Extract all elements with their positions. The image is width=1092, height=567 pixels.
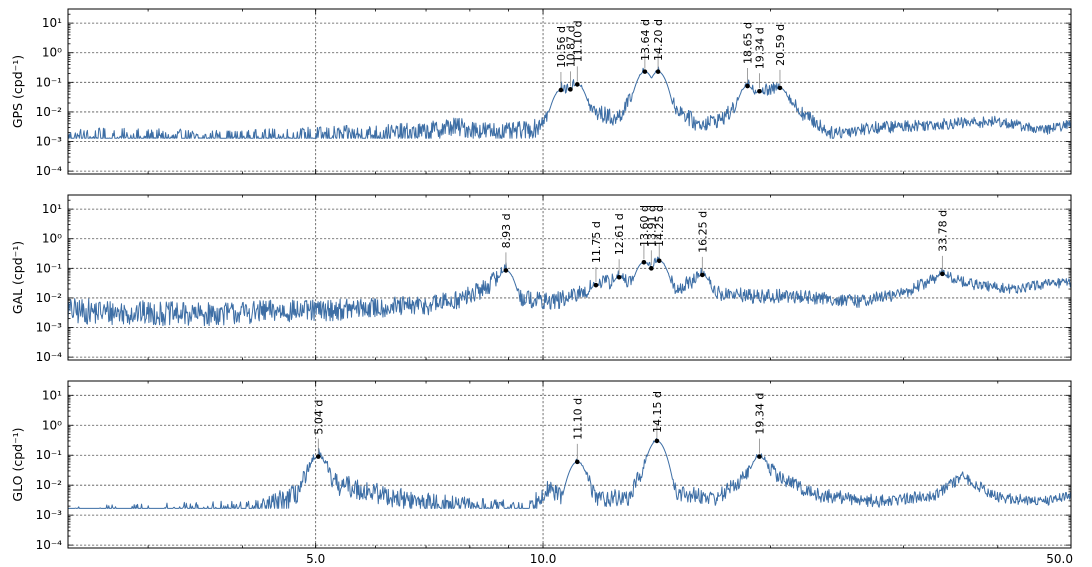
peak-marker [654,438,660,444]
peak-label: 19.34 d [753,393,766,435]
y-tick-label: 10⁰ [42,46,62,60]
y-tick-label: 10⁰ [42,418,62,432]
y-axis-label: GPS (cpd⁻¹) [10,55,25,128]
spectrum-line-glo [68,437,1072,509]
peak-label: 33.78 d [936,210,949,252]
peak-marker [656,258,662,264]
peak-marker [642,69,648,74]
peak-marker [777,85,783,91]
peak-label: 13.64 d [639,19,652,61]
y-tick-label: 10⁻² [36,478,63,492]
y-axis-label: GAL (cpd⁻¹) [10,241,25,314]
panel-gps: 10⁻⁴ 10⁻³ 10⁻² 10⁻¹ 10⁰ 10¹ 10.56 d10.87 d11.1… [10,8,1072,178]
peak-marker [503,268,509,273]
y-tick-label: 10⁻⁴ [36,164,63,178]
peak-label: 20.59 d [774,24,787,66]
peak-marker [649,266,654,271]
peak-label: 11.10 d [571,398,584,440]
panel-frame [67,380,1072,549]
y-tick-label: 10⁻³ [36,321,63,335]
y-tick-label: 10⁻² [36,105,63,119]
peak-label: 13.91 d [645,205,658,247]
spectrum-line-gal [67,256,1072,327]
y-axis-label: GLO (cpd⁻¹) [10,427,25,501]
peak-label: 14.20 d [652,19,665,61]
y-tick-label: 10⁻² [36,291,63,305]
peak-marker [574,82,580,87]
y-tick-label: 10⁻³ [36,135,63,149]
peak-marker [593,282,599,288]
peak-marker [574,459,580,465]
peak-marker [616,274,622,280]
peak-label: 14.25 d [653,205,666,247]
y-tick-label: 10⁻⁴ [36,350,63,364]
peak-marker [745,83,750,89]
peak-marker [655,69,661,74]
peak-marker [641,259,647,265]
peak-label: 11.75 d [590,221,603,263]
peak-marker [940,271,945,277]
peak-label: 5.04 d [312,400,325,435]
y-tick-label: 10⁻¹ [36,75,63,89]
panel-frame [67,8,1072,175]
y-tick-label: 10¹ [42,388,62,402]
y-tick-label: 10⁻³ [36,508,63,522]
peak-marker [757,454,762,459]
peak-marker [757,88,762,94]
y-tick-label: 10⁻⁴ [36,538,63,552]
peak-label: 13.60 d [638,205,651,247]
y-tick-label: 10¹ [42,202,62,216]
panel-glo: 10⁻⁴ 10⁻³ 10⁻² 10⁻¹ 10⁰ 10¹ 5.04 d 11.10 d 14.15… [10,380,1072,552]
peak-label: 8.93 d [500,213,513,248]
peak-label: 14.15 d [651,391,664,433]
peak-label: 11.10 d [571,20,584,62]
panel-frame [67,194,1072,361]
peak-label: 18.65 d [742,22,755,64]
peak-label: 16.25 d [696,211,709,253]
peak-label: 12.61 d [613,213,626,255]
y-tick-label: 10¹ [42,16,62,30]
x-tick-label: 5.0 [306,552,325,566]
panel-gal: 10⁻⁴ 10⁻³ 10⁻² 10⁻¹ 10⁰ 10¹ 8.93 d 11.75 d 12.61… [10,194,1072,364]
peak-marker [558,87,564,93]
peak-label: 10.87 d [564,25,577,67]
peak-label: 19.34 d [753,27,766,69]
y-tick-label: 10⁻¹ [36,261,63,275]
y-tick-label: 10⁻¹ [36,448,63,462]
peak-marker [700,272,705,278]
x-tick-label: 10.0 [530,552,557,566]
spectrum-line-gps [67,66,1072,139]
peak-label: 10.56 d [555,26,568,68]
peak-marker [568,87,573,92]
peak-marker [315,454,321,459]
x-tick-label: 50.0 [1046,552,1073,566]
y-tick-label: 10⁰ [42,232,62,246]
